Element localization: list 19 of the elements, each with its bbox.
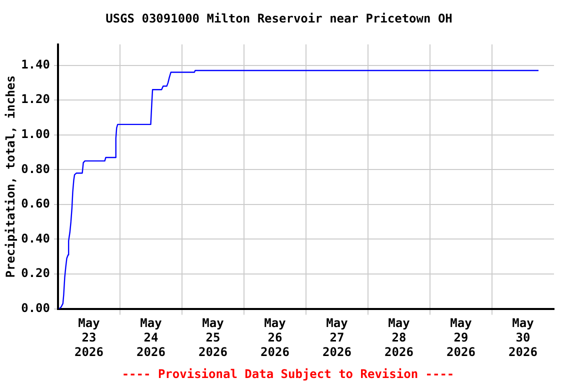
x-tick-label: May 29 2026	[446, 316, 476, 359]
x-tick-label: May 24 2026	[136, 316, 166, 359]
x-tick-label: May 26 2026	[260, 316, 290, 359]
y-tick-label: 0.20	[21, 266, 50, 280]
y-tick-label: 0.60	[21, 196, 50, 211]
x-tick-label: May 23 2026	[74, 316, 104, 359]
x-tick-label: May 28 2026	[384, 316, 414, 359]
y-tick-label: 1.40	[21, 57, 50, 72]
x-tick-label: May 30 2026	[508, 316, 538, 359]
x-tick-label: May 27 2026	[322, 316, 352, 359]
y-axis-title: Precipitation, total, inches	[3, 75, 18, 278]
y-tick-label: 1.00	[21, 126, 50, 141]
y-tick-label: 1.20	[21, 92, 50, 106]
x-tick-label: May 25 2026	[198, 316, 228, 359]
y-tick-label: 0.80	[21, 162, 50, 176]
text: ---- Provisional Data Subject to Revision ----	[122, 367, 454, 382]
chart-title: USGS 03091000 Milton Reservoir near Pricetown OH	[106, 11, 452, 26]
y-tick-label: 0.00	[21, 300, 50, 315]
y-tick-label: 0.40	[21, 231, 50, 246]
